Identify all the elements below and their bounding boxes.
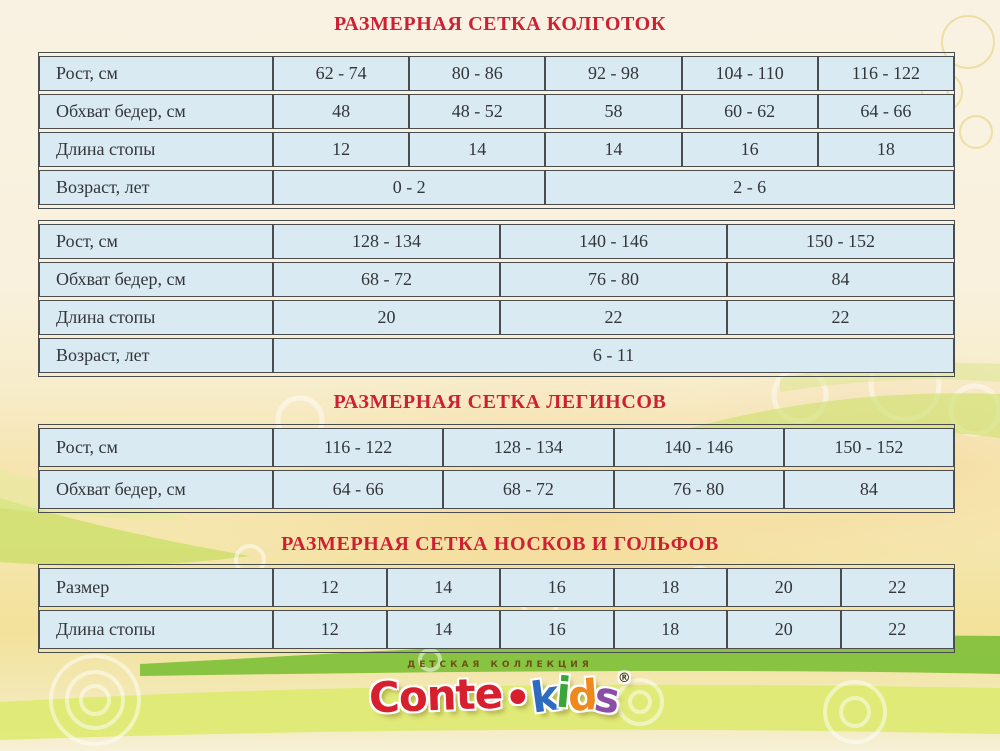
value-cell: 14 xyxy=(386,610,500,649)
row-label: Длина стопы xyxy=(39,610,273,649)
value-cell: 22 xyxy=(727,300,954,335)
value-cell: 0 - 2 xyxy=(273,170,546,205)
logo-kids-text: kids xyxy=(528,668,622,724)
value-cell: 62 - 74 xyxy=(273,56,410,91)
value-cell: 84 xyxy=(727,262,954,297)
table-row: Обхват бедер, см 48 48 - 52 58 60 - 62 64 - 6… xyxy=(39,94,954,129)
logo-kids-letter: s xyxy=(591,671,622,724)
value-cell: 12 xyxy=(273,132,410,167)
value-cell: 20 xyxy=(273,300,500,335)
value-cell: 84 xyxy=(783,470,954,509)
value-cell: 22 xyxy=(500,300,727,335)
value-cell: 116 - 122 xyxy=(817,56,954,91)
value-cell: 128 - 134 xyxy=(443,428,614,467)
value-cell: 18 xyxy=(817,132,954,167)
value-cell: 14 xyxy=(409,132,546,167)
section-title-leggings: РАЗМЕРНАЯ СЕТКА ЛЕГИНСОВ xyxy=(333,391,667,413)
row-label: Рост, см xyxy=(39,56,273,91)
value-cell: 58 xyxy=(545,94,682,129)
table-row: Длина стопы 20 22 22 xyxy=(39,300,954,335)
row-label: Рост, см xyxy=(39,428,273,467)
value-cell: 6 - 11 xyxy=(273,338,954,373)
tights-table-small-sizes: Рост, см 62 - 74 80 - 86 92 - 98 104 - 110 11… xyxy=(38,52,955,209)
table-row: Размер 12 14 16 18 20 22 xyxy=(39,568,954,607)
row-label: Возраст, лет xyxy=(39,170,273,205)
table-row: Рост, см 62 - 74 80 - 86 92 - 98 104 - 110 11… xyxy=(39,56,954,91)
value-cell: 22 xyxy=(840,610,954,649)
value-cell: 14 xyxy=(545,132,682,167)
value-cell: 16 xyxy=(500,568,614,607)
value-cell: 60 - 62 xyxy=(681,94,818,129)
value-cell: 76 - 80 xyxy=(613,470,784,509)
value-cell: 76 - 80 xyxy=(500,262,727,297)
table-row: Возраст, лет 6 - 11 xyxy=(39,338,954,373)
value-cell: 116 - 122 xyxy=(273,428,444,467)
row-label: Обхват бедер, см xyxy=(39,94,273,129)
tights-table-big-sizes: Рост, см 128 - 134 140 - 146 150 - 152 Обхва… xyxy=(38,220,955,377)
value-cell: 104 - 110 xyxy=(681,56,818,91)
value-cell: 150 - 152 xyxy=(783,428,954,467)
table-row: Обхват бедер, см 68 - 72 76 - 80 84 xyxy=(39,262,954,297)
value-cell: 140 - 146 xyxy=(613,428,784,467)
left-green-wave xyxy=(0,498,250,566)
row-label: Рост, см xyxy=(39,224,273,259)
value-cell: 80 - 86 xyxy=(409,56,546,91)
logo-dot: • xyxy=(504,673,531,722)
table-row: Обхват бедер, см 64 - 66 68 - 72 76 - 80 84 xyxy=(39,470,954,509)
size-table: Рост, см 116 - 122 128 - 134 140 - 146 150 -… xyxy=(39,425,954,512)
value-cell: 20 xyxy=(727,610,841,649)
row-label: Длина стопы xyxy=(39,132,273,167)
registered-mark-icon: ® xyxy=(617,671,631,686)
brand-logo: ДЕТСКАЯ КОЛЛЕКЦИЯ Conte•kids® xyxy=(0,660,1000,724)
value-cell: 64 - 66 xyxy=(817,94,954,129)
row-label: Размер xyxy=(39,568,273,607)
table-row: Длина стопы 12 14 14 16 18 xyxy=(39,132,954,167)
table-row: Длина стопы 12 14 16 18 20 22 xyxy=(39,610,954,649)
section-title-socks: РАЗМЕРНАЯ СЕТКА НОСКОВ И ГОЛЬФОВ xyxy=(281,533,719,555)
leggings-table: Рост, см 116 - 122 128 - 134 140 - 146 150 -… xyxy=(38,424,955,513)
value-cell: 18 xyxy=(613,568,727,607)
value-cell: 64 - 66 xyxy=(273,470,444,509)
row-label: Возраст, лет xyxy=(39,338,273,373)
value-cell: 150 - 152 xyxy=(727,224,954,259)
table-row: Рост, см 128 - 134 140 - 146 150 - 152 xyxy=(39,224,954,259)
value-cell: 140 - 146 xyxy=(500,224,727,259)
value-cell: 68 - 72 xyxy=(443,470,614,509)
value-cell: 16 xyxy=(681,132,818,167)
table-row: Рост, см 116 - 122 128 - 134 140 - 146 150 -… xyxy=(39,428,954,467)
row-label: Длина стопы xyxy=(39,300,273,335)
value-cell: 18 xyxy=(613,610,727,649)
logo-brand-text: Conte•kids® xyxy=(0,668,1000,724)
value-cell: 22 xyxy=(840,568,954,607)
logo-tagline: ДЕТСКАЯ КОЛЛЕКЦИЯ xyxy=(407,660,593,670)
value-cell: 20 xyxy=(727,568,841,607)
section-title-tights: РАЗМЕРНАЯ СЕТКА КОЛГОТОК xyxy=(334,13,666,35)
value-cell: 14 xyxy=(386,568,500,607)
value-cell: 2 - 6 xyxy=(545,170,954,205)
size-table: Рост, см 128 - 134 140 - 146 150 - 152 Обхва… xyxy=(39,221,954,376)
value-cell: 68 - 72 xyxy=(273,262,500,297)
value-cell: 92 - 98 xyxy=(545,56,682,91)
value-cell: 48 xyxy=(273,94,410,129)
value-cell: 48 - 52 xyxy=(409,94,546,129)
row-label: Обхват бедер, см xyxy=(39,470,273,509)
value-cell: 16 xyxy=(500,610,614,649)
value-cell: 12 xyxy=(273,610,387,649)
size-table: Размер 12 14 16 18 20 22 Длина стопы 12 14 16 18 20 2… xyxy=(39,565,954,652)
logo-conte-text: Conte xyxy=(368,668,504,723)
value-cell: 128 - 134 xyxy=(273,224,500,259)
size-table: Рост, см 62 - 74 80 - 86 92 - 98 104 - 110 11… xyxy=(39,53,954,208)
socks-table: Размер 12 14 16 18 20 22 Длина стопы 12 14 16 18 20 2… xyxy=(38,564,955,653)
row-label: Обхват бедер, см xyxy=(39,262,273,297)
value-cell: 12 xyxy=(273,568,387,607)
chartreuse-band xyxy=(0,684,1000,740)
